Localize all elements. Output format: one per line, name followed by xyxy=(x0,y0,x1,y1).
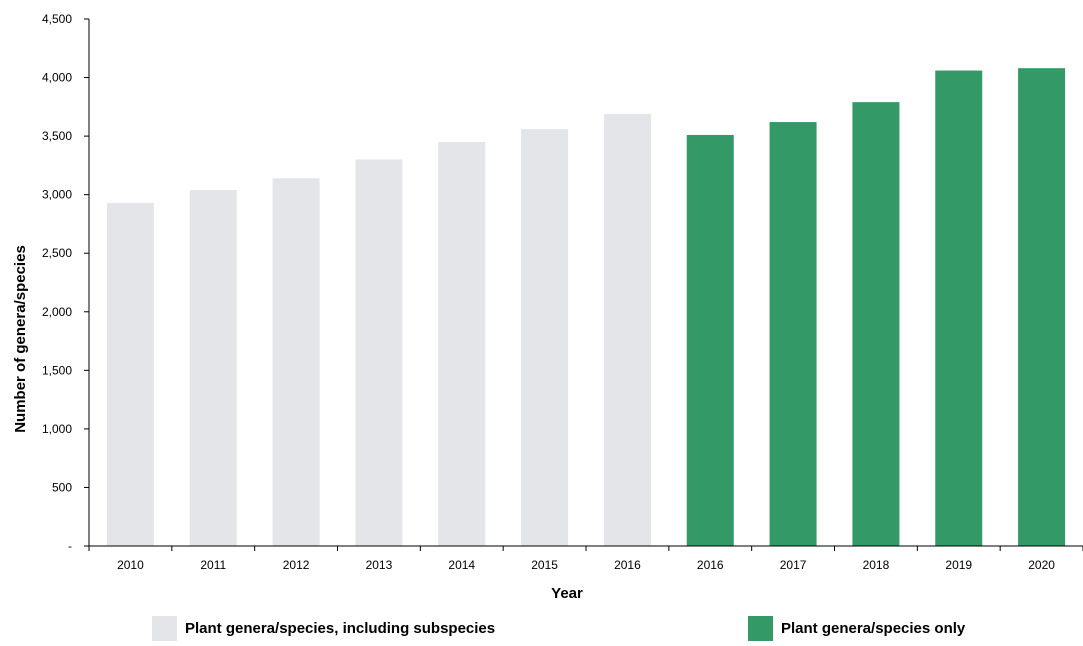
bar-including-subspecies-2014 xyxy=(438,141,486,546)
bar-including-subspecies-2012 xyxy=(272,178,320,546)
legend-label-including-subspecies: Plant genera/species, including subspeci… xyxy=(185,620,496,637)
y-tick-label: 1,500 xyxy=(42,363,72,377)
y-axis-title: Number of genera/species xyxy=(12,245,29,433)
y-axis: - 500 1,000 1,500 2,000 2,500 3,000 3,500 4,000 4… xyxy=(42,12,90,553)
legend-item-species-only: Plant genera/species only xyxy=(748,616,965,641)
bar-including-subspecies-2015 xyxy=(521,129,569,546)
bar-including-subspecies-2011 xyxy=(189,189,237,546)
y-tick-label: 2,500 xyxy=(42,246,72,260)
y-tick-label: 500 xyxy=(52,480,72,494)
x-axis: 2010 2011 2012 2013 2014 2015 2016 2016 2017 2018… xyxy=(88,545,1083,572)
legend-swatch-including-subspecies xyxy=(152,616,177,641)
y-tick-label: 2,000 xyxy=(42,305,72,319)
legend-label-species-only: Plant genera/species only xyxy=(781,620,966,637)
x-tick-label: 2010 xyxy=(117,558,144,572)
x-tick-label: 2012 xyxy=(283,558,310,572)
y-tick-label: 4,000 xyxy=(42,71,72,85)
x-tick-label: 2015 xyxy=(531,558,558,572)
y-tick-label: 1,000 xyxy=(42,422,72,436)
legend-swatch-species-only xyxy=(748,616,773,641)
bar-including-subspecies-2010 xyxy=(106,202,154,546)
x-tick-label: 2019 xyxy=(945,558,972,572)
x-tick-label: 2014 xyxy=(448,558,475,572)
y-tick-label: 3,000 xyxy=(42,188,72,202)
bars-group xyxy=(106,68,1066,547)
y-tick-label: 3,500 xyxy=(42,129,72,143)
bar-including-subspecies-2016 xyxy=(603,113,651,547)
bar-species-only-2020 xyxy=(1018,68,1066,546)
bar-species-only-2016 xyxy=(686,134,734,546)
bar-including-subspecies-2013 xyxy=(355,159,403,547)
bar-species-only-2017 xyxy=(769,122,817,547)
x-tick-label: 2017 xyxy=(780,558,807,572)
x-tick-label: 2016 xyxy=(697,558,724,572)
x-tick-label: 2011 xyxy=(200,558,226,572)
x-axis-title: Year xyxy=(551,585,583,602)
x-tick-label: 2013 xyxy=(366,558,393,572)
x-tick-label: 2016 xyxy=(614,558,641,572)
y-tick-label: 4,500 xyxy=(42,12,72,26)
legend-item-including-subspecies: Plant genera/species, including subspeci… xyxy=(152,616,495,641)
bar-species-only-2019 xyxy=(935,70,983,546)
x-tick-label: 2018 xyxy=(863,558,890,572)
x-tick-label: 2020 xyxy=(1028,558,1055,572)
y-tick-label: - xyxy=(68,539,72,553)
bar-species-only-2018 xyxy=(852,102,900,546)
